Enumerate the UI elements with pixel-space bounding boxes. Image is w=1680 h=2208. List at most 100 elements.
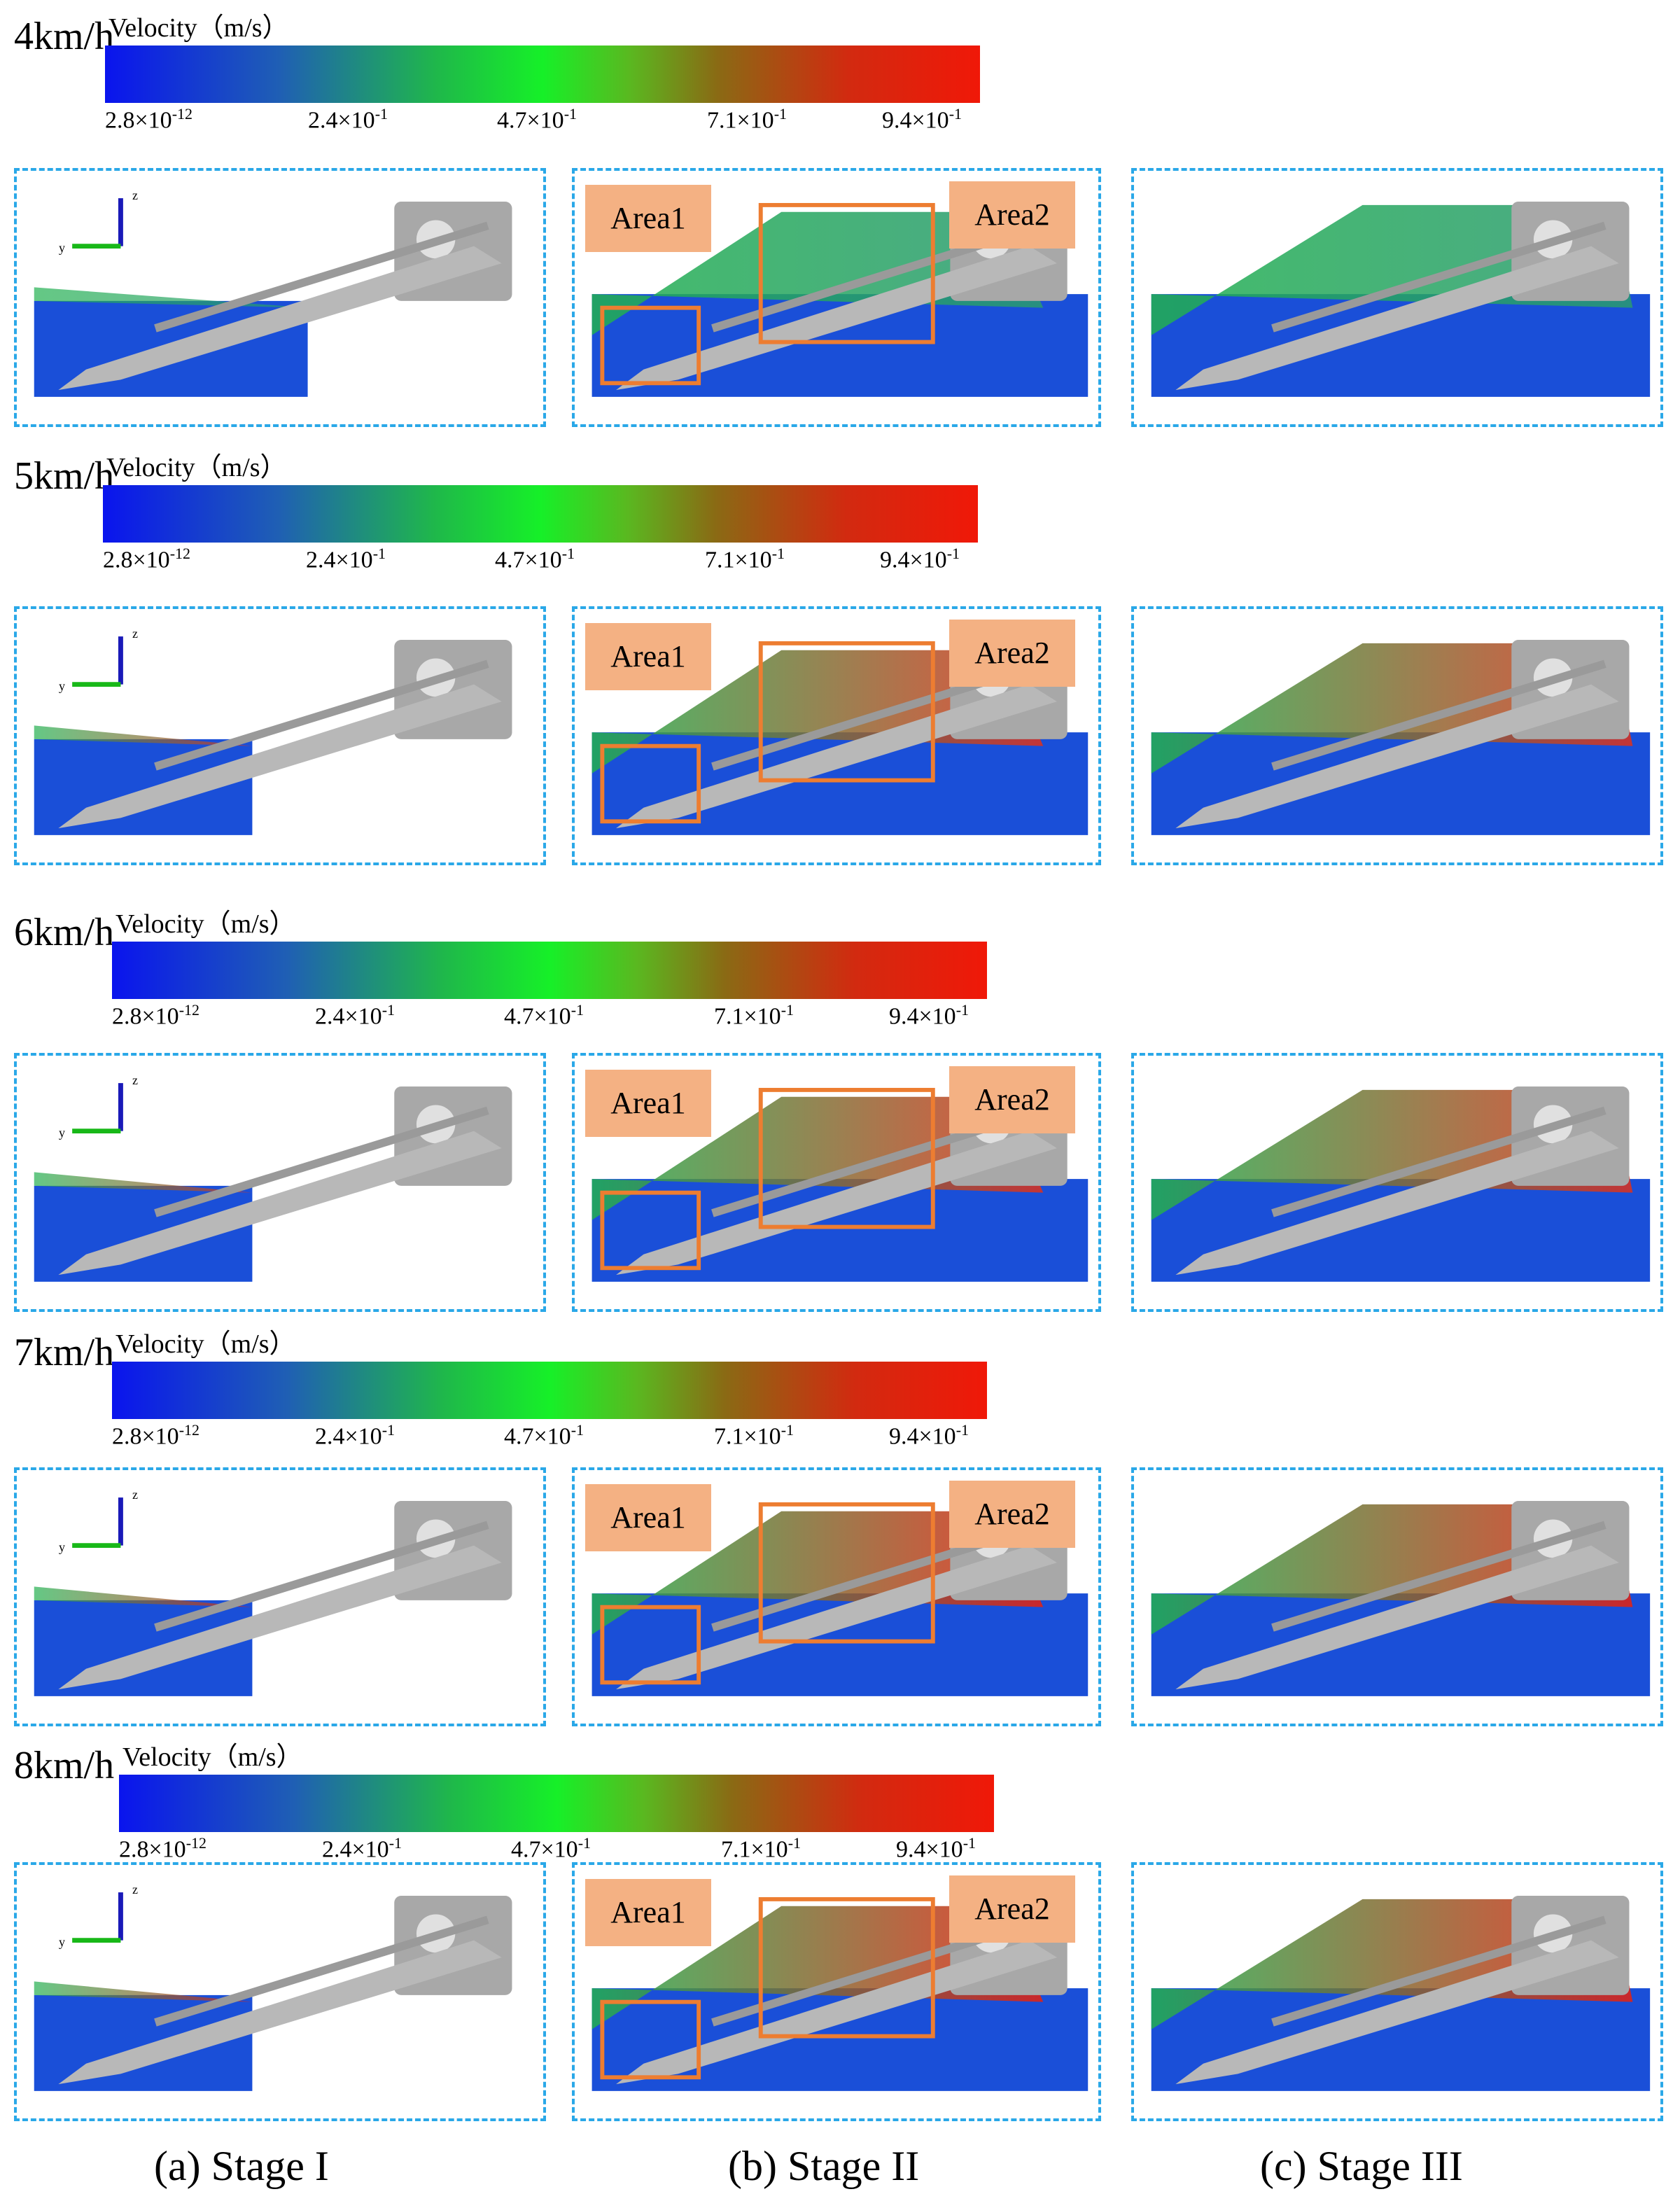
tool-body (58, 246, 502, 391)
colorbar-tick-label: 2.4×10-1 (322, 1834, 402, 1863)
z-axis-label: z (132, 188, 138, 202)
colorbar-tick-label: 2.4×10-1 (306, 545, 386, 573)
tool-body (1175, 1940, 1619, 2085)
y-axis-label: y (59, 1126, 65, 1140)
z-axis-label: z (132, 1073, 138, 1087)
particle-cloud (34, 1586, 253, 1607)
area2-label: Area2 (949, 181, 1075, 249)
tool-rod (1271, 1521, 1606, 1632)
tool-body (1175, 1545, 1619, 1690)
area1-box (600, 305, 701, 386)
colorbar-tick-label: 9.4×10-1 (889, 1421, 969, 1450)
tool-body (58, 684, 502, 829)
colorbar-title: Velocity（m/s） (115, 1329, 296, 1359)
z-axis-label: z (132, 1488, 138, 1502)
tool-rod (1271, 1915, 1606, 2027)
area2-box (758, 1502, 935, 1644)
colorbar-tick-label: 2.4×10-1 (315, 1421, 396, 1450)
colorbar-tick-label: 7.1×10-1 (707, 105, 788, 134)
area2-label: Area2 (949, 1875, 1075, 1943)
colorbar-tick-label: 2.4×10-1 (308, 105, 388, 134)
particle-cloud (592, 1906, 1044, 2029)
panel-caption: (a) Stage I (154, 2143, 329, 2189)
area2-box (758, 1087, 935, 1229)
simulation-panel: Area1 Area2 (572, 1053, 1101, 1312)
area1-label: Area1 (585, 1879, 711, 1946)
simulation-panel (1131, 168, 1663, 427)
tool-body (616, 1545, 1057, 1690)
tool-body (1175, 246, 1619, 391)
colorbar-tick-label: 9.4×10-1 (880, 545, 960, 573)
colorbar-tick-label: 7.1×10-1 (721, 1834, 802, 1863)
speed-label: 4km/h (14, 15, 115, 58)
colorbar-tick-label: 2.8×10-12 (105, 105, 193, 134)
simulation-panel: Area1 Area2 (572, 168, 1101, 427)
speed-label: 8km/h (14, 1744, 115, 1787)
colorbar-tick-label: 2.8×10-12 (112, 1001, 200, 1030)
colorbar-title: Velocity（m/s） (106, 453, 287, 482)
colorbar-tick-label: 2.8×10-12 (103, 545, 191, 573)
colorbar (103, 485, 978, 543)
y-axis-label: y (59, 679, 65, 693)
colorbar (112, 1362, 987, 1419)
colorbar-title: Velocity（m/s） (115, 909, 296, 939)
simulation-panel (1131, 1053, 1663, 1312)
colorbar-tick-label: 7.1×10-1 (714, 1421, 794, 1450)
colorbar-tick-label: 4.7×10-1 (511, 1834, 592, 1863)
simulation-panel: Area1 Area2 (572, 1862, 1101, 2121)
z-axis-label: z (132, 1882, 138, 1896)
area2-label: Area2 (949, 620, 1075, 687)
area2-label: Area2 (949, 1481, 1075, 1548)
colorbar-tick-label: 2.4×10-1 (315, 1001, 396, 1030)
speed-label: 6km/h (14, 911, 115, 954)
tool-rod (154, 221, 489, 333)
particle-cloud (34, 1981, 253, 2002)
y-axis-label: y (59, 241, 65, 255)
colorbar-tick-label: 4.7×10-1 (495, 545, 575, 573)
z-axis-label: z (132, 627, 138, 641)
tool-rod (1271, 659, 1606, 771)
simulation-panel (1131, 606, 1663, 865)
tool-rod (154, 1521, 489, 1632)
area1-box (600, 1190, 701, 1271)
area1-label: Area1 (585, 623, 711, 690)
tool-body (616, 1131, 1057, 1276)
tool-body (58, 1940, 502, 2085)
particle-cloud (34, 287, 308, 308)
tool-body (616, 246, 1057, 391)
tool-rod (154, 659, 489, 771)
tool-rod (1271, 221, 1606, 333)
colorbar-title: Velocity（m/s） (122, 1742, 303, 1772)
simulation-panel (1131, 1862, 1663, 2121)
area1-label: Area1 (585, 1484, 711, 1551)
area1-box (600, 1605, 701, 1685)
area1-label: Area1 (585, 1070, 711, 1137)
panel-caption: (b) Stage II (728, 2143, 920, 2189)
colorbar-tick-label: 9.4×10-1 (889, 1001, 969, 1030)
panel-caption: (c) Stage III (1260, 2143, 1463, 2189)
colorbar-tick-label: 4.7×10-1 (504, 1421, 584, 1450)
colorbar-tick-label: 9.4×10-1 (896, 1834, 976, 1863)
colorbar (112, 942, 987, 999)
tool-body (58, 1131, 502, 1276)
tool-rod (154, 1915, 489, 2027)
colorbar (119, 1775, 994, 1832)
tool-body (58, 1545, 502, 1690)
area1-box (600, 1999, 701, 2080)
colorbar-tick-label: 4.7×10-1 (504, 1001, 584, 1030)
tool-body (616, 1940, 1057, 2085)
simulation-panel: Area1 Area2 (572, 1467, 1101, 1726)
tool-body (616, 684, 1057, 829)
colorbar (105, 46, 980, 103)
area2-box (758, 202, 935, 344)
simulation-panel (1131, 1467, 1663, 1726)
tool-rod (154, 1106, 489, 1217)
colorbar-tick-label: 4.7×10-1 (497, 105, 578, 134)
colorbar-title: Velocity（m/s） (108, 13, 289, 43)
area1-label: Area1 (585, 185, 711, 252)
area2-label: Area2 (949, 1066, 1075, 1133)
